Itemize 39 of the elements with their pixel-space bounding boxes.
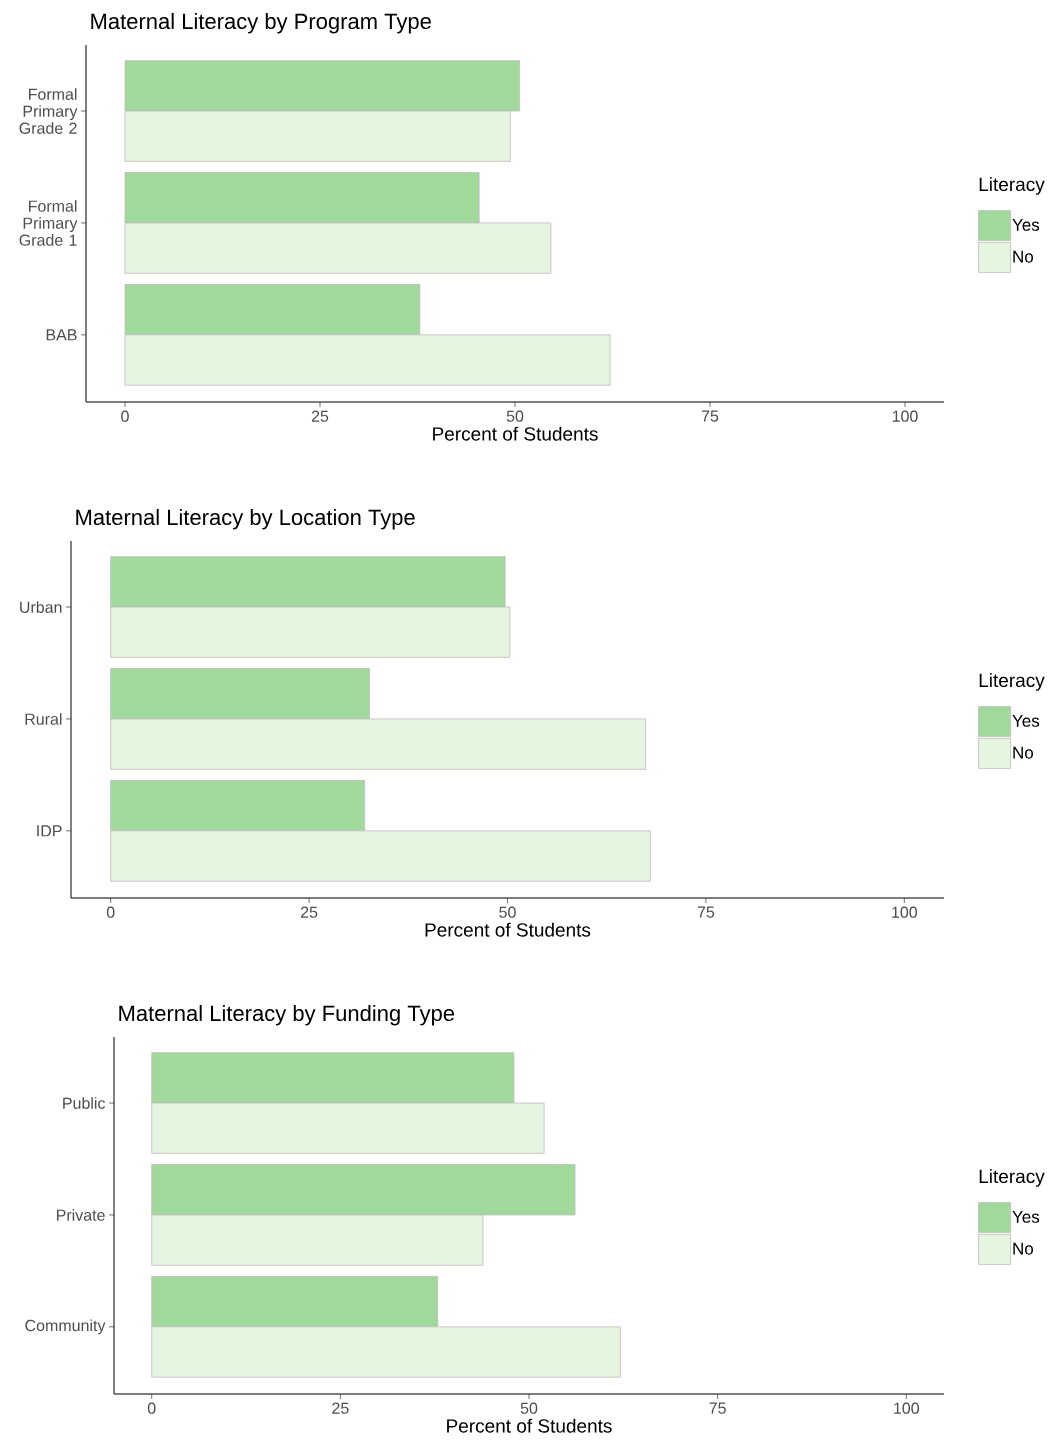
x-tick-label: 0 [121, 410, 129, 422]
legend-label: Yes [1012, 1211, 1040, 1223]
legend-label: Yes [1012, 218, 1040, 231]
x-tick-label: 0 [147, 1402, 156, 1414]
chart-title: Maternal Literacy by Funding Type [119, 1004, 455, 1026]
legend-label: No [1013, 250, 1034, 263]
legend-title: Literacy [979, 673, 1045, 691]
x-tick-label: 50 [520, 1402, 538, 1414]
y-tick-label: Urban [20, 601, 62, 613]
legend-label: No [1013, 1242, 1034, 1255]
x-tick-label: 25 [300, 906, 318, 918]
x-tick-label: 75 [709, 1402, 726, 1414]
y-tick-label: Formal Primary Grade 1 [19, 200, 78, 246]
y-tick-label: Private [56, 1209, 105, 1221]
legend-title: Literacy [979, 1169, 1045, 1187]
legend-title: Literacy [979, 177, 1045, 195]
legend-label: No [1013, 746, 1034, 759]
chart-title: Maternal Literacy by Program Type [91, 12, 431, 34]
x-tick-label: 25 [332, 1402, 349, 1414]
y-tick-label: Rural [25, 713, 62, 725]
x-tick-label: 75 [701, 410, 719, 422]
x-tick-label: 25 [311, 410, 329, 422]
x-tick-label: 75 [697, 906, 715, 918]
x-tick-label: 50 [506, 410, 524, 422]
x-axis-title: Percent of Students [433, 426, 598, 441]
x-tick-label: 100 [892, 410, 918, 422]
x-axis-title: Percent of Students [447, 1418, 612, 1433]
x-tick-label: 100 [894, 1402, 919, 1414]
y-tick-label: BAB [46, 329, 77, 341]
y-tick-label: Formal Primary Grade 2 [19, 88, 78, 134]
x-axis-title: Percent of Students [425, 922, 591, 937]
x-tick-label: 50 [499, 906, 516, 918]
y-tick-label: IDP [37, 825, 62, 837]
chart-title: Maternal Literacy by Location Type [76, 508, 415, 530]
x-tick-label: 0 [106, 906, 115, 918]
y-tick-label: Public [63, 1097, 106, 1109]
y-tick-label: Community [25, 1319, 106, 1335]
legend-label: Yes [1012, 715, 1040, 727]
x-tick-label: 100 [892, 906, 918, 918]
